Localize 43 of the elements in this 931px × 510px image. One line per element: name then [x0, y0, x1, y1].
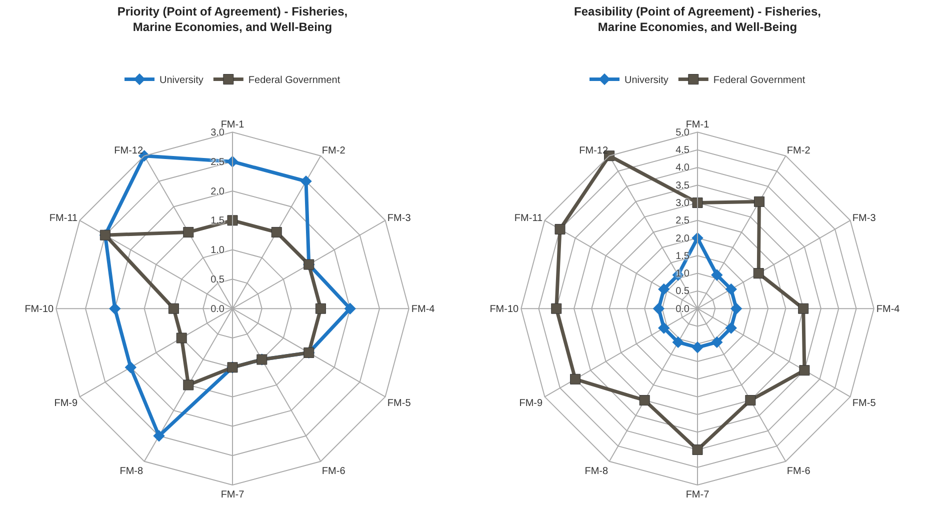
spoke-label: FM-2: [322, 146, 346, 157]
y-tick-label: 5.0: [676, 127, 690, 138]
spoke-label: FM-8: [584, 466, 608, 477]
spoke-label: FM-6: [786, 466, 811, 477]
chart-title: Feasibility (Point of Agreement) - Fisheries, Marine Economies, and Well-Being: [574, 4, 821, 34]
y-tick-label: 4.0: [676, 162, 690, 174]
legend-label: University: [160, 75, 204, 86]
y-tick-label: 2.5: [676, 216, 690, 227]
y-tick-label: 1.0: [210, 245, 225, 256]
y-tick-label: 0.5: [210, 274, 225, 286]
spoke-label: FM-9: [519, 398, 543, 410]
y-tick-label: 2.5: [210, 156, 225, 168]
spoke-label: FM-4: [876, 304, 900, 316]
spoke-label: FM-12: [579, 146, 608, 157]
spoke-label: FM-5: [852, 398, 876, 410]
y-tick-label: 4.5: [676, 145, 690, 156]
spoke-label: FM-10: [490, 304, 520, 316]
spoke-label: FM-10: [24, 304, 54, 316]
y-tick-label: 0.5: [676, 286, 690, 298]
y-tick-label: 0.0: [210, 304, 225, 315]
legend-label: Federal Government: [713, 75, 806, 86]
y-tick-label: 3.0: [676, 198, 690, 210]
spoke-label: FM-3: [852, 213, 876, 224]
legend-label: Federal Government: [248, 75, 340, 86]
spoke-label: FM-12: [114, 146, 144, 157]
chart-title: Priority (Point of Agreement) - Fisheries, Marine Economies, and Well-Being: [117, 4, 348, 34]
y-tick-label: 2.0: [676, 233, 690, 244]
y-tick-label: 3.0: [210, 127, 225, 138]
spoke-label: FM-2: [786, 146, 811, 157]
y-tick-label: 3.5: [676, 180, 690, 192]
spoke-label: FM-7: [686, 490, 710, 500]
y-tick-label: 0.0: [676, 304, 690, 315]
spoke-label: FM-8: [120, 466, 144, 477]
legend-label: University: [624, 75, 668, 86]
y-tick-label: 2.0: [210, 186, 225, 198]
spoke-label: FM-6: [322, 466, 346, 477]
spoke-label: FM-3: [387, 213, 412, 224]
spoke-label: FM-11: [514, 213, 543, 224]
spoke-label: FM-7: [220, 490, 245, 500]
spoke-label: FM-11: [49, 213, 78, 224]
spoke-label: FM-9: [54, 398, 78, 410]
spoke-label: FM-5: [387, 398, 412, 410]
spoke-label: FM-4: [411, 304, 436, 316]
